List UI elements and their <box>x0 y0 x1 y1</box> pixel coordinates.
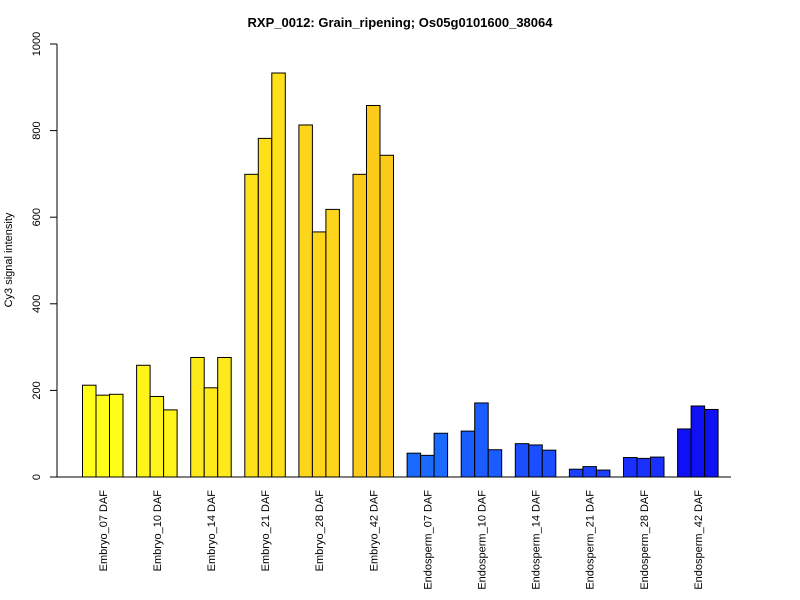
y-axis-label: Cy3 signal intensity <box>3 212 15 307</box>
bar <box>514 443 530 478</box>
x-tick-label: Endosperm_42 DAF <box>693 490 705 590</box>
bar <box>406 452 422 478</box>
bar <box>82 384 97 478</box>
bar <box>325 208 340 478</box>
bar <box>311 231 327 478</box>
bar <box>650 456 665 478</box>
y-tick-label: 800 <box>31 121 43 139</box>
bar <box>595 469 611 478</box>
bar <box>582 466 597 478</box>
bar <box>677 428 692 478</box>
x-tick-label: Embryo_21 DAF <box>260 490 272 572</box>
bar <box>271 72 286 478</box>
bar <box>379 154 394 478</box>
bar <box>704 408 719 478</box>
bar <box>257 137 273 478</box>
x-tick-label: Embryo_10 DAF <box>152 490 164 572</box>
bar <box>366 104 381 478</box>
bar <box>109 393 124 478</box>
x-tick-label: Endosperm_14 DAF <box>531 490 543 590</box>
x-axis-tick-labels: Embryo_07 DAF Embryo_10 DAF Embryo_14 DAF E… <box>98 490 705 590</box>
bar <box>420 454 435 478</box>
x-tick-label: Endosperm_07 DAF <box>422 490 434 590</box>
bar <box>690 405 706 478</box>
y-axis-ticks: 0 200 400 600 800 1000 <box>31 32 57 480</box>
bar <box>433 432 449 478</box>
x-tick-label: Embryo_07 DAF <box>98 490 110 572</box>
bar <box>190 356 205 478</box>
bar <box>217 356 232 478</box>
bar <box>623 457 638 478</box>
x-tick-label: Embryo_14 DAF <box>206 490 218 572</box>
bar <box>149 395 165 478</box>
x-tick-label: Endosperm_28 DAF <box>639 490 651 590</box>
y-tick-label: 200 <box>31 381 43 399</box>
y-tick-label: 0 <box>31 474 43 480</box>
bar <box>474 402 489 478</box>
bar <box>487 449 503 478</box>
bar <box>352 173 367 478</box>
bar <box>541 449 557 478</box>
bar <box>136 364 151 478</box>
chart-title: RXP_0012: Grain_ripening; Os05g0101600_3… <box>248 15 554 30</box>
y-tick-label: 400 <box>31 295 43 313</box>
bar <box>568 468 584 478</box>
bar <box>163 409 178 478</box>
bar <box>636 457 651 478</box>
x-tick-label: Endosperm_10 DAF <box>476 490 488 590</box>
bar <box>244 173 259 478</box>
bar <box>95 394 110 478</box>
x-tick-label: Embryo_42 DAF <box>368 490 380 572</box>
y-tick-label: 1000 <box>31 32 43 56</box>
bars-group <box>82 72 719 478</box>
x-tick-label: Embryo_28 DAF <box>314 490 326 572</box>
x-tick-label: Endosperm_21 DAF <box>585 490 597 590</box>
bar <box>528 444 543 478</box>
bar <box>298 124 313 478</box>
bar <box>203 387 219 478</box>
y-tick-label: 600 <box>31 208 43 226</box>
bar <box>460 430 476 478</box>
